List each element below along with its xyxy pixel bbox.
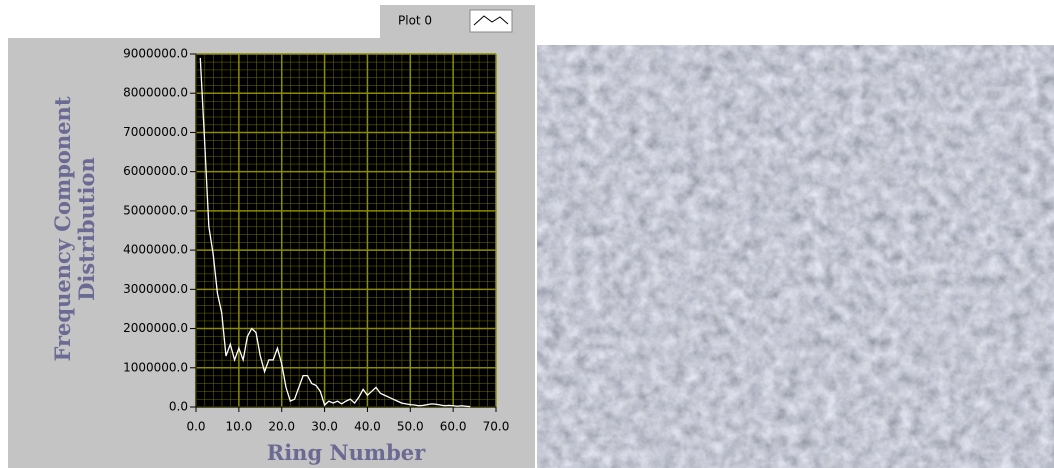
surface-image [537, 45, 1054, 468]
y-tick-label: 0.0 [169, 400, 188, 414]
x-tick-label: 60.0 [440, 420, 467, 434]
y-tick-label: 1000000.0 [123, 360, 188, 374]
y-tick-label: 4000000.0 [123, 243, 188, 257]
y-tick-label: 6000000.0 [123, 164, 188, 178]
x-tick-label: 10.0 [225, 420, 252, 434]
x-tick-label: 40.0 [354, 420, 381, 434]
legend-label: Plot 0 [398, 14, 432, 28]
y-tick-label: 2000000.0 [123, 321, 188, 335]
y-tick-label: 7000000.0 [123, 125, 188, 139]
x-tick-label: 50.0 [397, 420, 424, 434]
x-tick-label: 20.0 [268, 420, 295, 434]
y-tick-label: 5000000.0 [123, 203, 188, 217]
y-axis-title: Frequency Component Distribution [51, 89, 99, 369]
x-tick-label: 0.0 [186, 420, 205, 434]
y-tick-label: 9000000.0 [123, 47, 188, 61]
x-axis-title: Ring Number [196, 440, 496, 465]
x-tick-label: 30.0 [311, 420, 338, 434]
screen: Plot 0 0.0 1000000.0 2000000.0 3000000.0 400… [0, 0, 1054, 468]
page: Plot 0 0.0 1000000.0 2000000.0 3000000.0 400… [0, 0, 1054, 468]
y-tick-label: 3000000.0 [123, 282, 188, 296]
x-tick-label: 70.0 [483, 420, 510, 434]
y-tick-label: 8000000.0 [123, 86, 188, 100]
